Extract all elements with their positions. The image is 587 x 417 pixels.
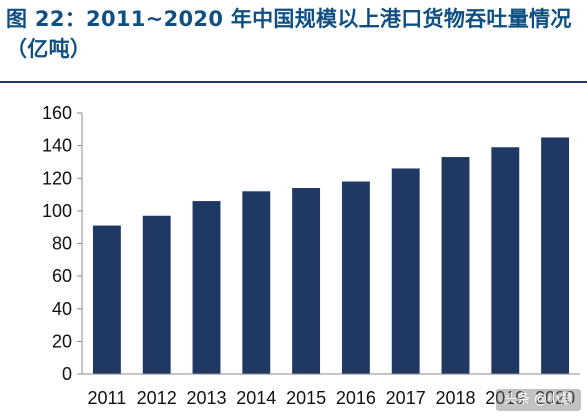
bar-series bbox=[92, 137, 570, 374]
bar-2015 bbox=[292, 188, 321, 374]
x-tick-label-2020: 2020 bbox=[535, 388, 575, 408]
y-tick-label: 100 bbox=[42, 201, 72, 221]
figure-title: 图 22：2011~2020 年中国规模以上港口货物吞吐量情况（亿吨） bbox=[6, 7, 572, 61]
x-axis-ticks: 2011 2012 2013 2014 2015 2016 2017 2018 2019 2020 bbox=[88, 388, 576, 408]
bar-2017 bbox=[391, 168, 420, 374]
x-tick-label-2016: 2016 bbox=[336, 388, 376, 408]
bar-2018 bbox=[441, 157, 470, 374]
watermark: 头条 @小慧 bbox=[495, 389, 581, 411]
bar-2012 bbox=[142, 215, 171, 374]
bar-2016 bbox=[341, 181, 370, 374]
x-tick-label-2012: 2012 bbox=[137, 388, 177, 408]
y-tick-label: 80 bbox=[52, 234, 72, 254]
y-tick-label: 140 bbox=[42, 136, 72, 156]
y-tick-label: 40 bbox=[52, 299, 72, 319]
y-tick-label: 160 bbox=[42, 103, 72, 123]
x-tick-label-2017: 2017 bbox=[386, 388, 426, 408]
x-tick-label-2014: 2014 bbox=[236, 388, 276, 408]
bar-2013 bbox=[192, 201, 221, 374]
y-tick-label: 60 bbox=[52, 266, 72, 286]
title-divider bbox=[0, 81, 587, 83]
y-tick-label: 120 bbox=[42, 168, 72, 188]
y-tick-label: 20 bbox=[52, 331, 72, 351]
bar-2019 bbox=[491, 147, 520, 374]
y-axis-ticks: 0 20 40 60 80 100 120 140 160 bbox=[42, 103, 82, 384]
x-tick-label-2019: 2019 bbox=[485, 388, 525, 408]
y-tick-label: 0 bbox=[62, 364, 72, 384]
bar-2011 bbox=[92, 225, 121, 374]
x-tick-label-2011: 2011 bbox=[88, 388, 127, 408]
x-tick-label-2018: 2018 bbox=[435, 388, 475, 408]
bar-2014 bbox=[242, 191, 271, 374]
x-tick-label-2013: 2013 bbox=[186, 388, 226, 408]
bar-2020 bbox=[541, 137, 570, 374]
x-tick-label-2015: 2015 bbox=[286, 388, 326, 408]
